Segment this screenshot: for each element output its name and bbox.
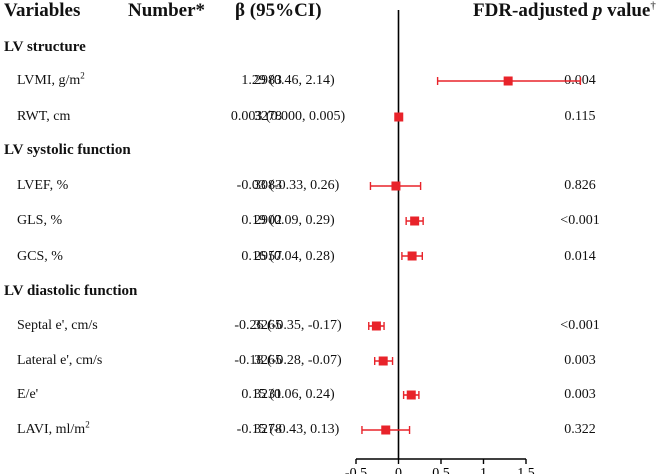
row-p-value: 0.003	[564, 387, 596, 402]
header-p-value: FDR-adjusted p value†	[473, 0, 656, 22]
row-variable-text: LAVI, ml/m	[17, 422, 86, 437]
row-variable: Lateral e', cm/s	[17, 352, 102, 370]
x-tick-label: -0.5	[345, 466, 367, 474]
row-number: 2957	[254, 249, 282, 264]
row-number: 2902	[254, 213, 282, 228]
row-p-value: 0.115	[564, 109, 596, 124]
row-number: 3265	[254, 318, 282, 333]
row-variable-text: E/e'	[17, 387, 39, 402]
row-variable-text: GLS, %	[17, 213, 63, 228]
estimate-marker	[503, 76, 513, 86]
row-p-value: <0.001	[560, 318, 600, 333]
x-tick-label: 0	[395, 466, 402, 474]
row-variable-sup: 2	[80, 70, 85, 81]
x-tick-label: 1.5	[517, 466, 535, 474]
estimate-marker	[391, 181, 401, 191]
row-beta: -0.26 (-0.35, -0.17)	[234, 318, 342, 333]
row-beta: -0.03 (-0.33, 0.26)	[236, 178, 340, 193]
row-beta: -0.18 (-0.28, -0.07)	[234, 353, 342, 368]
row-p-value: <0.001	[560, 213, 600, 228]
estimate-marker	[378, 356, 388, 366]
header-p-dagger: †	[650, 0, 656, 12]
header-p-suffix: value	[602, 0, 651, 21]
row-variable-sup: 2	[85, 419, 90, 430]
row-beta: 0.15 (0.06, 0.24)	[241, 387, 335, 402]
row-number: 3278	[254, 109, 282, 124]
row-variable: GLS, %	[17, 212, 62, 230]
row-variable-text: RWT, cm	[17, 109, 71, 124]
row-variable: RWT, cm	[17, 108, 70, 126]
section-lv-structure: LV structure	[4, 39, 86, 55]
header-number: Number*	[128, 0, 206, 21]
estimate-marker	[381, 425, 391, 435]
row-p-value: 0.003	[564, 353, 596, 368]
row-variable: Septal e', cm/s	[17, 317, 98, 335]
row-number: 3231	[254, 387, 282, 402]
estimate-marker	[406, 390, 416, 400]
row-number: 3278	[254, 422, 282, 437]
estimate-marker	[410, 216, 420, 226]
row-variable-text: LVEF, %	[17, 178, 69, 193]
row-beta: 0.16 (0.04, 0.28)	[241, 249, 335, 264]
section-lv-systolic: LV systolic function	[4, 142, 131, 158]
row-number: 3265	[254, 353, 282, 368]
row-beta: 0.19 (0.09, 0.29)	[241, 213, 335, 228]
header-p-prefix: FDR-adjusted	[473, 0, 593, 21]
row-variable-text: LVMI, g/m	[17, 73, 81, 88]
x-tick-label: 1	[480, 466, 487, 474]
row-p-value: 0.322	[564, 422, 596, 437]
estimate-marker	[407, 251, 417, 261]
section-lv-diastolic: LV diastolic function	[4, 283, 138, 299]
row-beta: 0.003 (0.000, 0.005)	[230, 109, 346, 124]
row-p-value: 0.014	[564, 249, 596, 264]
estimate-marker	[394, 112, 404, 122]
row-number: 2983	[254, 73, 282, 88]
x-tick-label: 0.5	[432, 466, 450, 474]
row-beta: -0.15 (-0.43, 0.13)	[236, 422, 340, 437]
row-variable: LVEF, %	[17, 177, 68, 195]
row-variable: LAVI, ml/m2	[17, 419, 90, 439]
row-variable-text: GCS, %	[17, 249, 63, 264]
row-number: 3083	[254, 178, 282, 193]
row-p-value: 0.826	[564, 178, 596, 193]
header-p-italic: p	[592, 0, 603, 21]
row-variable: GCS, %	[17, 248, 63, 266]
row-variable: LVMI, g/m2	[17, 70, 85, 90]
header-beta: β (95%CI)	[235, 0, 322, 21]
estimate-marker	[371, 321, 381, 331]
row-variable: E/e'	[17, 386, 38, 404]
row-variable-text: Septal e', cm/s	[17, 318, 98, 333]
row-variable-text: Lateral e', cm/s	[17, 353, 103, 368]
header-variables: Variables	[4, 0, 81, 21]
row-beta: 1.29 (0.46, 2.14)	[241, 73, 335, 88]
